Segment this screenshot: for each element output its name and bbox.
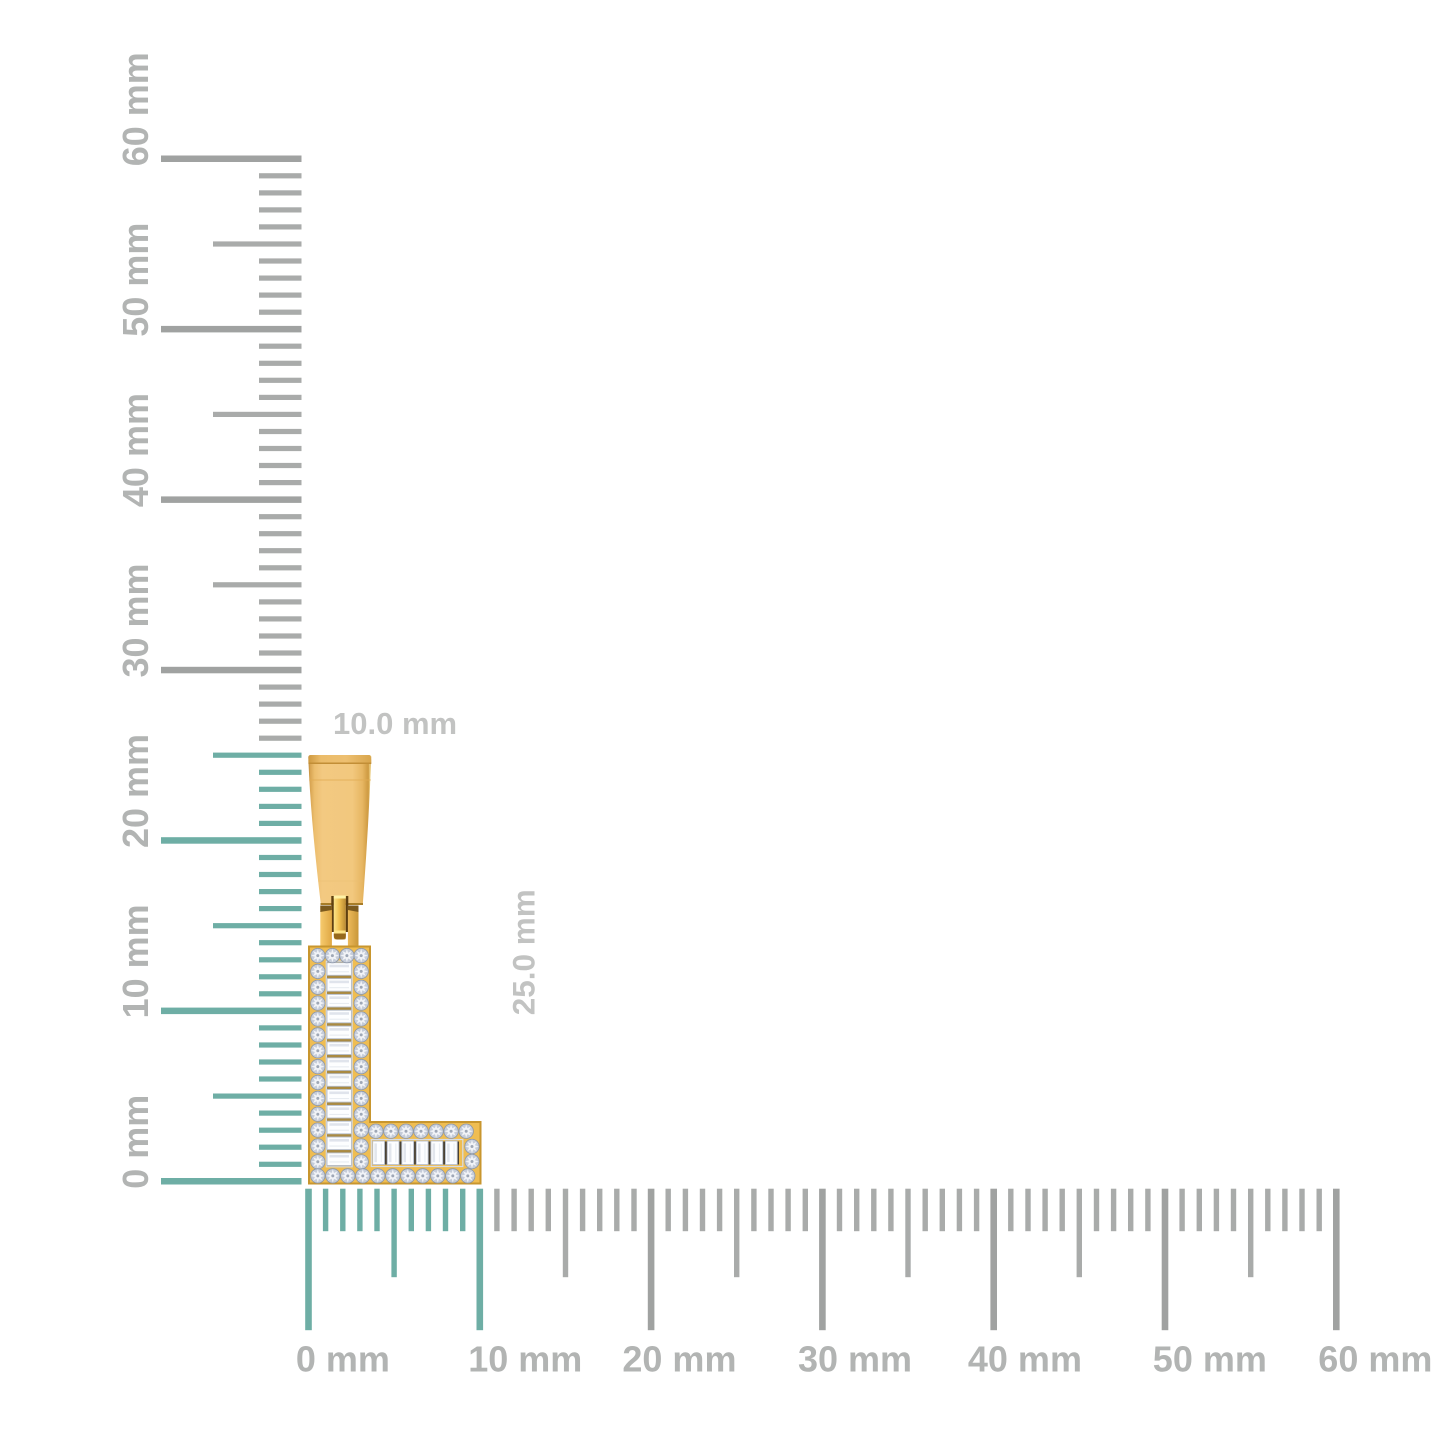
svg-text:0 mm: 0 mm	[115, 1095, 156, 1189]
svg-text:20 mm: 20 mm	[622, 1339, 736, 1380]
svg-text:40 mm: 40 mm	[968, 1339, 1082, 1380]
svg-text:25.0 mm: 25.0 mm	[506, 889, 542, 1015]
svg-text:10 mm: 10 mm	[468, 1339, 582, 1380]
svg-text:40 mm: 40 mm	[115, 393, 156, 507]
svg-text:10 mm: 10 mm	[115, 904, 156, 1018]
svg-text:30 mm: 30 mm	[798, 1339, 912, 1380]
svg-text:50 mm: 50 mm	[1153, 1339, 1267, 1380]
svg-text:60 mm: 60 mm	[115, 52, 156, 166]
svg-text:60 mm: 60 mm	[1318, 1339, 1432, 1380]
svg-text:50 mm: 50 mm	[115, 223, 156, 337]
svg-text:0 mm: 0 mm	[296, 1339, 390, 1380]
svg-text:10.0 mm: 10.0 mm	[333, 706, 457, 741]
svg-text:20 mm: 20 mm	[115, 734, 156, 848]
svg-text:30 mm: 30 mm	[115, 563, 156, 677]
